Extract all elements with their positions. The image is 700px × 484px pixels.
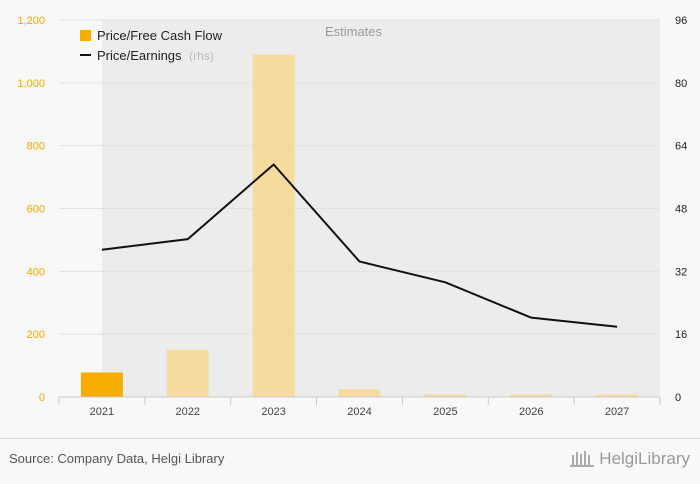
x-tick-label: 2027 [605, 406, 629, 418]
y-left-tick-label: 600 [27, 204, 45, 216]
legend-swatch-bar [80, 30, 91, 41]
y-left-tick-label: 400 [27, 266, 45, 278]
bar [596, 394, 639, 397]
x-tick-label: 2026 [519, 406, 543, 418]
y-right-tick-label: 16 [675, 329, 687, 341]
y-left-tick-labels: 0 200 400 600 800 1,000 1,200 [17, 15, 45, 404]
bar [252, 54, 295, 397]
y-right-tick-label: 0 [675, 392, 681, 404]
x-tick-label: 2021 [90, 406, 114, 418]
y-left-tick-label: 0 [39, 392, 45, 404]
x-tick-label: 2024 [347, 406, 371, 418]
y-left-tick-label: 1,200 [17, 15, 45, 27]
bar [424, 394, 467, 397]
legend-label-pe: Price/Earnings (rhs) [97, 48, 214, 63]
bar [80, 372, 123, 397]
y-right-tick-labels: 0 16 32 48 64 80 96 [675, 15, 687, 404]
brand-name: HelgiLibrary [599, 449, 690, 468]
x-tick-label: 2023 [261, 406, 285, 418]
legend-label-pe-name: Price/Earnings [97, 48, 182, 63]
bar-series [80, 54, 639, 397]
bar [510, 394, 553, 397]
y-right-tick-label: 96 [675, 15, 687, 27]
legend-label-pe-suffix: (rhs) [189, 49, 214, 63]
y-left-tick-label: 200 [27, 329, 45, 341]
brand[interactable]: HelgiLibrary [570, 449, 690, 469]
chart: Estimates 0 200 400 600 800 1,000 1,200 0 16 32 4… [17, 15, 687, 418]
estimates-label: Estimates [325, 24, 383, 39]
y-left-tick-label: 1,000 [17, 78, 45, 90]
y-right-tick-label: 64 [675, 141, 687, 153]
bar [338, 389, 381, 397]
library-logo-icon [570, 451, 595, 467]
legend-label-pfcf: Price/Free Cash Flow [97, 28, 223, 43]
y-right-tick-label: 48 [675, 204, 687, 216]
x-tick-label: 2025 [433, 406, 457, 418]
bar [166, 349, 209, 397]
x-tick-marks [58, 397, 661, 405]
y-left-tick-label: 800 [27, 141, 45, 153]
x-tick-label: 2022 [176, 406, 200, 418]
y-right-tick-label: 32 [675, 266, 687, 278]
price-earnings-line [101, 163, 618, 328]
y-right-tick-label: 80 [675, 78, 687, 90]
gridlines [59, 19, 660, 335]
legend: Price/Free Cash Flow Price/Earnings (rhs… [80, 28, 223, 63]
source-text: Source: Company Data, Helgi Library [9, 451, 225, 466]
x-tick-labels: 2021 2022 2023 2024 2025 2026 2027 [90, 406, 630, 418]
footer: Source: Company Data, Helgi Library Helg… [0, 438, 700, 484]
